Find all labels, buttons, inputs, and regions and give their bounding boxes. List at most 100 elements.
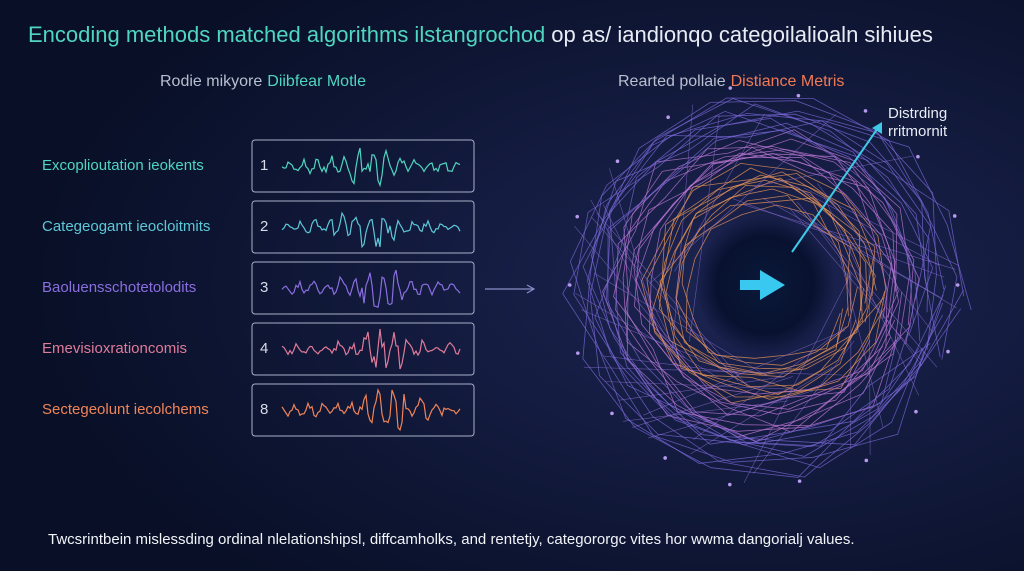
web-strand [593, 272, 768, 377]
web-ring [569, 112, 972, 464]
web-strand [763, 198, 942, 298]
web-strand [622, 400, 789, 422]
web-node [663, 456, 667, 460]
web-ring [562, 110, 958, 463]
web-node [955, 283, 960, 287]
web-strand [583, 366, 842, 376]
web-strand [732, 198, 945, 278]
web-strand [793, 209, 957, 309]
web-node [797, 479, 802, 483]
web-strand [839, 256, 884, 428]
web-strand [581, 309, 740, 376]
waveform [281, 269, 461, 309]
web-node [666, 115, 670, 120]
web-strand [743, 272, 852, 483]
row-box [251, 261, 475, 315]
web-node [567, 283, 572, 287]
row-label: Emevisioxrationcomis [42, 340, 187, 357]
web-strand [753, 155, 913, 187]
web-node [863, 109, 868, 113]
web-strand [602, 204, 682, 361]
waveform [281, 328, 461, 370]
web-strand [575, 292, 718, 378]
web-ring [609, 110, 947, 457]
web-node [916, 154, 920, 159]
left-subtitle: Rodie mikyore Diibfear Motle [160, 73, 366, 90]
web-ring [586, 97, 964, 478]
web-strand [649, 113, 837, 285]
web-ring [615, 146, 915, 442]
web-strand [574, 225, 686, 359]
footer: Twcsrintbein mislessding ordinal nlelati… [48, 531, 855, 548]
row-number: 4 [260, 340, 268, 357]
web-ring [675, 188, 852, 370]
web-strand [804, 211, 923, 367]
web-strand [591, 216, 739, 382]
row-label: Excoplioutation ieokents [42, 157, 204, 174]
web-ring [635, 152, 888, 410]
annotation-arrow-head [872, 122, 882, 134]
web-node [728, 86, 733, 90]
web-strand [689, 115, 720, 342]
row-label: Baoluensschotetolodits [42, 279, 196, 296]
web-ring [582, 120, 943, 445]
title: Encoding methods matched algorithms ilst… [28, 22, 933, 47]
web-strand [631, 376, 793, 428]
waveform [281, 211, 461, 249]
rows: Excoplioutation ieokents 1 Categeogamt ieo… [42, 139, 475, 437]
web-node [946, 349, 950, 354]
web-strand [868, 267, 871, 455]
annotation-line [791, 124, 881, 253]
right-subtitle: Rearted pollaie Distiance Metris [618, 73, 844, 90]
web-strand [674, 113, 765, 272]
waveform [281, 147, 461, 188]
connector-arrow-head [526, 284, 536, 294]
web-node [914, 409, 918, 414]
web-strand [590, 199, 684, 369]
web-strand [618, 376, 785, 401]
web-strand [804, 187, 960, 266]
web-node [864, 458, 869, 463]
web-strand [596, 212, 749, 388]
web-ring [590, 103, 944, 446]
web-strand [672, 104, 694, 349]
web-strand [796, 201, 938, 368]
core-arrow [740, 270, 785, 300]
row-box [251, 383, 475, 437]
row-box [251, 322, 475, 376]
web-ring [622, 140, 903, 433]
web-ring [633, 153, 893, 395]
web-node [575, 214, 580, 219]
waveform [281, 388, 461, 432]
web-node [796, 93, 801, 98]
web-strand [604, 355, 742, 374]
row-number: 3 [260, 279, 268, 296]
web-ring [625, 153, 896, 417]
web-node [728, 482, 732, 487]
web-ring [681, 195, 858, 366]
web-strand [753, 340, 855, 474]
web-strand [643, 329, 846, 416]
web-ring [607, 122, 921, 446]
web-node [576, 351, 580, 355]
web-strand [822, 194, 919, 396]
web-strand [648, 390, 814, 439]
web-ring [594, 117, 914, 444]
row-number: 1 [260, 157, 268, 174]
row-box [251, 200, 475, 254]
row-label: Sectegeolunt iecolchems [42, 401, 209, 418]
row-label: Categeogamt ieocloitmits [42, 218, 210, 235]
annotation: rritmornit [888, 123, 948, 140]
web-strand [789, 183, 940, 266]
web-ring [658, 179, 868, 375]
web-ring [659, 185, 864, 378]
web-ring [602, 129, 920, 432]
web-ring [633, 146, 900, 415]
row-number: 8 [260, 401, 268, 418]
web-ring [685, 204, 849, 359]
web-ring [640, 162, 887, 398]
row-box [251, 139, 475, 193]
